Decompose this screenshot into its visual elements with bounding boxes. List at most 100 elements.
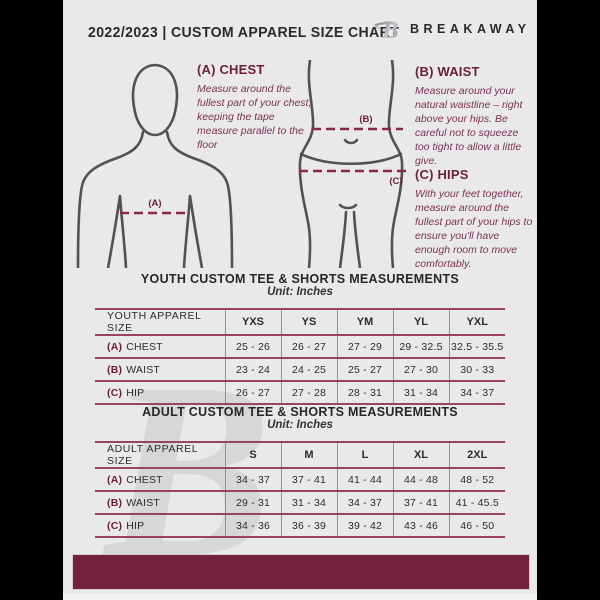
column-header: YM xyxy=(336,309,393,335)
column-header: 2XL xyxy=(448,442,505,468)
size-chart-page: 2022/2023 | CUSTOM APPAREL SIZE CHART B … xyxy=(63,0,537,600)
footer-bar xyxy=(72,554,530,590)
left-armpit-lines xyxy=(106,194,128,268)
column-header: YS xyxy=(280,309,337,335)
table-cell: 46 - 50 xyxy=(448,514,505,537)
column-header: L xyxy=(336,442,393,468)
lower-body-diagram: (B) (C) xyxy=(298,60,409,268)
table-cell: 41 - 45.5 xyxy=(448,491,505,514)
row-prefix: (B) xyxy=(107,363,123,376)
row-prefix: (B) xyxy=(107,496,123,509)
row-label: HIP xyxy=(126,519,145,532)
row-header: (B) WAIST xyxy=(95,358,225,381)
youth-waist-row: (B) WAIST 23 - 24 24 - 25 25 - 27 27 - 30… xyxy=(95,358,505,381)
adult-size-table: ADULT APPAREL SIZE S M L XL 2XL (A) CHEST… xyxy=(95,441,505,538)
table-cell: 24 - 25 xyxy=(280,358,337,381)
brand-name: BREAKAWAY xyxy=(410,22,531,36)
table-cell: 31 - 34 xyxy=(280,491,337,514)
waist-body-text: Measure around your natural waistline – … xyxy=(415,85,523,167)
row-prefix: (A) xyxy=(107,340,123,353)
youth-table-title: YOUTH CUSTOM TEE & SHORTS MEASUREMENTS xyxy=(140,272,460,286)
table-cell: 25 - 27 xyxy=(336,358,393,381)
column-header: YXS xyxy=(224,309,281,335)
row-header: (A) CHEST xyxy=(95,335,225,358)
brand-block: B BREAKAWAY xyxy=(374,14,531,44)
column-header: YL xyxy=(392,309,449,335)
crotch-inner-leg-lines xyxy=(338,203,362,268)
row-prefix: (C) xyxy=(107,386,123,399)
waist-instructions: (B) WAIST Measure around your natural wa… xyxy=(415,64,535,169)
row-header: (C) HIP xyxy=(95,514,225,537)
chest-instructions: (A) CHEST Measure around the fullest par… xyxy=(197,62,317,153)
svg-text:B: B xyxy=(381,17,399,44)
table-cell: 25 - 26 xyxy=(224,335,281,358)
row-label: CHEST xyxy=(126,340,163,353)
table-cell: 34 - 37 xyxy=(224,468,281,491)
table-cell: 26 - 27 xyxy=(280,335,337,358)
table-cell: 27 - 28 xyxy=(280,381,337,404)
right-armpit-lines xyxy=(182,194,204,268)
table-cell: 31 - 34 xyxy=(392,381,449,404)
column-header: ADULT APPAREL SIZE xyxy=(107,443,198,467)
left-shoulder-arm-outline xyxy=(76,130,145,268)
table-cell: 32.5 - 35.5 xyxy=(448,335,505,358)
column-header: YXL xyxy=(448,309,505,335)
table-cell: 23 - 24 xyxy=(224,358,281,381)
table-cell: 39 - 42 xyxy=(336,514,393,537)
row-prefix: (C) xyxy=(107,519,123,532)
table-cell: 41 - 44 xyxy=(336,468,393,491)
table-cell: 26 - 27 xyxy=(224,381,281,404)
hip-curve-line xyxy=(299,152,403,165)
table-cell: 34 - 37 xyxy=(336,491,393,514)
table-cell: 34 - 36 xyxy=(224,514,281,537)
table-cell: 36 - 39 xyxy=(280,514,337,537)
table-cell: 48 - 52 xyxy=(448,468,505,491)
adult-header-row: ADULT APPAREL SIZE S M L XL 2XL xyxy=(95,442,505,468)
table-cell: 34 - 37 xyxy=(448,381,505,404)
hips-instructions: (C) HIPS With your feet together, measur… xyxy=(415,167,535,272)
adult-table-section: ADULT CUSTOM TEE & SHORTS MEASUREMENTS U… xyxy=(95,405,505,538)
adult-chest-row: (A) CHEST 34 - 37 37 - 41 41 - 44 44 - 48… xyxy=(95,468,505,491)
row-header: (A) CHEST xyxy=(95,468,225,491)
column-header: M xyxy=(280,442,337,468)
hips-diagram-label: (C) xyxy=(389,176,402,187)
youth-header-row: YOUTH APPAREL SIZE YXS YS YM YL YXL xyxy=(95,309,505,335)
hips-heading: (C) HIPS xyxy=(415,167,469,182)
hips-body-text: With your feet together, measure around … xyxy=(415,188,533,270)
row-prefix: (A) xyxy=(107,473,123,486)
row-label: WAIST xyxy=(126,496,161,509)
column-header: YOUTH APPAREL SIZE xyxy=(107,310,202,334)
waist-heading: (B) WAIST xyxy=(415,64,480,79)
youth-table-unit: Unit: Inches xyxy=(267,286,333,298)
upper-body-diagram: (A) xyxy=(76,63,234,268)
table-cell: 28 - 31 xyxy=(336,381,393,404)
chest-body-text: Measure around the fullest part of your … xyxy=(197,83,312,151)
right-hip-leg-outline xyxy=(387,60,404,268)
youth-chest-row: (A) CHEST 25 - 26 26 - 27 27 - 29 29 - 32… xyxy=(95,335,505,358)
table-cell: 37 - 41 xyxy=(392,491,449,514)
column-header: S xyxy=(224,442,281,468)
youth-hip-row: (C) HIP 26 - 27 27 - 28 28 - 31 31 - 34 3… xyxy=(95,381,505,404)
head-outline xyxy=(131,63,179,137)
table-cell: 29 - 31 xyxy=(224,491,281,514)
right-shoulder-arm-outline xyxy=(165,130,234,268)
row-label: CHEST xyxy=(126,473,163,486)
adult-waist-row: (B) WAIST 29 - 31 31 - 34 34 - 37 37 - 41… xyxy=(95,491,505,514)
youth-size-table: YOUTH APPAREL SIZE YXS YS YM YL YXL (A) C… xyxy=(95,308,505,405)
row-header: (C) HIP xyxy=(95,381,225,404)
table-cell: 27 - 29 xyxy=(336,335,393,358)
table-cell: 44 - 48 xyxy=(392,468,449,491)
table-cell: 43 - 46 xyxy=(392,514,449,537)
adult-table-unit: Unit: Inches xyxy=(267,419,333,431)
left-hip-leg-outline xyxy=(298,60,315,268)
table-cell: 37 - 41 xyxy=(280,468,337,491)
row-label: WAIST xyxy=(126,363,161,376)
youth-table-section: YOUTH CUSTOM TEE & SHORTS MEASUREMENTS U… xyxy=(95,272,505,405)
table-cell: 27 - 30 xyxy=(392,358,449,381)
chest-heading: (A) CHEST xyxy=(197,62,265,77)
page-title: 2022/2023 | CUSTOM APPAREL SIZE CHART xyxy=(88,24,400,41)
navel-mark xyxy=(343,138,359,145)
page-bottom-edge xyxy=(63,594,537,600)
waist-diagram-label: (B) xyxy=(359,114,372,125)
column-header: XL xyxy=(392,442,449,468)
